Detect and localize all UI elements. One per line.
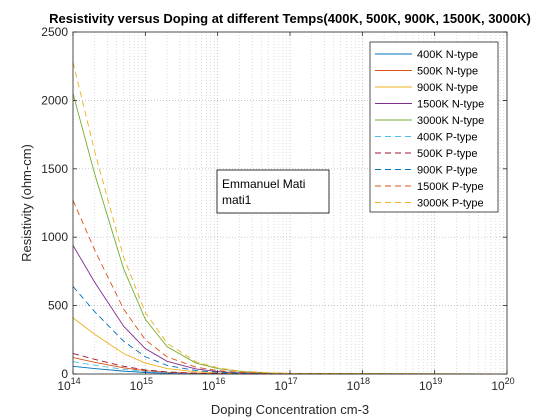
x-tick-label: 1015	[130, 376, 153, 393]
x-tick-label: 1016	[202, 376, 225, 393]
y-tick-label: 2000	[41, 93, 68, 107]
legend-label: 500K N-type	[417, 66, 478, 78]
annotation-box: Emmanuel Mati mati1	[216, 169, 330, 214]
legend-label: 1500K P-type	[417, 181, 484, 193]
legend-label: 3000K N-type	[417, 115, 484, 127]
legend-label: 900K N-type	[417, 82, 478, 94]
legend: 400K N-type 500K N-type 900K N-type 1500K N…	[369, 41, 499, 213]
annotation-line-1: Emmanuel Mati	[222, 177, 305, 191]
x-tick-label: 1014	[57, 376, 80, 393]
y-tick-label: 2500	[41, 25, 68, 39]
x-tick-label: 1019	[419, 376, 442, 393]
y-tick-label: 0	[61, 367, 68, 381]
chart-title: Resistivity versus Doping at different T…	[49, 11, 531, 26]
legend-label: 400K N-type	[417, 49, 478, 61]
series-line-9	[72, 200, 508, 375]
y-axis-title: Resistivity (ohm-cm)	[19, 144, 34, 262]
legend-label: 500K P-type	[417, 148, 478, 160]
legend-items: 400K N-type 500K N-type 900K N-type 1500K N…	[375, 49, 484, 210]
series-layer	[72, 61, 508, 375]
x-tick-label: 1017	[274, 376, 297, 393]
y-tick-label: 1500	[41, 162, 68, 176]
x-tick-label: 1020	[491, 376, 514, 393]
series-line-10	[72, 61, 508, 375]
legend-label: 900K P-type	[417, 165, 478, 177]
legend-label: 400K P-type	[417, 132, 478, 144]
x-tick-label: 1018	[347, 376, 370, 393]
x-axis-title: Doping Concentration cm-3	[211, 402, 369, 417]
ticks: 1014 1015 1016 1017 1018 1019 1020 0 500 1000 1500…	[41, 25, 514, 393]
annotation-frame	[216, 169, 330, 214]
annotation-line-2: mati1	[222, 193, 252, 207]
legend-label: 1500K N-type	[417, 99, 484, 111]
y-tick-label: 1000	[41, 230, 68, 244]
y-tick-label: 500	[48, 299, 68, 313]
legend-label: 3000K P-type	[417, 198, 484, 210]
